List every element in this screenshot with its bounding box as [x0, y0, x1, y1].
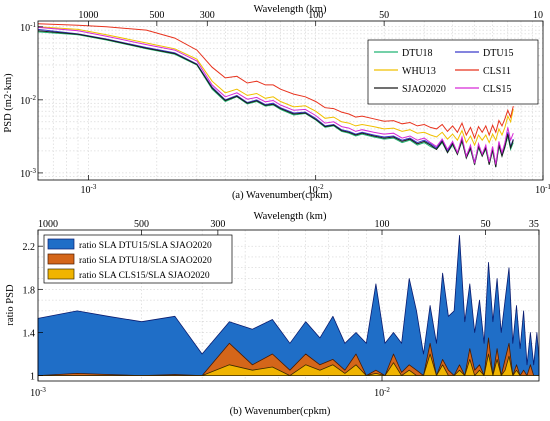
- panel-a-series-line-whu13: [37, 26, 514, 147]
- panel-b-ratio-chart: 10-3 10-2 1 1.4 1.8 2.2 1000 500 300 100 50 35 Wavel…: [5, 211, 540, 417]
- panel-b-frame: [37, 229, 540, 382]
- panel-a-x-axis-title: (a) Wavenumber(cpkm): [232, 190, 333, 201]
- panel-a-legend-label: CLS15: [483, 84, 511, 95]
- panel-a-series-line-cls11: [37, 23, 514, 140]
- panel-b-legend-label: ratio SLA CLS15/SLA SJAO2020: [79, 271, 210, 281]
- panel-b-legend: ratio SLA DTU15/SLA SJAO2020 ratio SLA DT…: [43, 234, 233, 284]
- panel-b-x-tick-label: 10-2: [374, 386, 390, 399]
- panel-a-top-tick-label: 1000: [78, 10, 98, 21]
- panel-b-area-0: [37, 235, 540, 376]
- panel-b-y-axis-title: ratio PSD: [5, 284, 16, 326]
- panel-a-y-tick-label: 10-3: [20, 167, 36, 180]
- panel-a-psd-chart: 10-3 10-2 10-1 10-3 10-2 10-1 1000 500 300 100 50 1…: [3, 4, 550, 201]
- panel-a-legend-label: DTU18: [402, 48, 433, 59]
- panel-b-top-tick-label: 300: [210, 219, 225, 230]
- panel-b-top-tick-label: 50: [481, 219, 491, 230]
- panel-b-x-tick-label: 10-3: [30, 386, 46, 399]
- panel-a-x-tick-label: 10-1: [535, 183, 550, 196]
- panel-b-x-axis-title: (b) Wavenumber(cpkm): [230, 406, 331, 417]
- panel-a-y-tick-label: 10-2: [20, 94, 36, 107]
- panel-b-y-tick-label: 1: [30, 372, 35, 383]
- panel-b-legend-box: [43, 234, 233, 284]
- panel-b-top-tick-label: 500: [134, 219, 149, 230]
- panel-a-top-tick-label: 100: [308, 10, 323, 21]
- panel-a-series-line-sjao2020: [37, 30, 514, 168]
- panel-a-top-axis-title: Wavelength (km): [254, 4, 327, 15]
- panel-a-legend-label: CLS11: [483, 66, 511, 77]
- panel-b-top-tick-label: 1000: [38, 219, 58, 230]
- panel-a-legend-box: [367, 39, 539, 105]
- panel-a-top-tick-label: 50: [379, 10, 389, 21]
- panel-b-top-tick-label: 100: [375, 219, 390, 230]
- panel-b-legend-swatch: [47, 238, 75, 250]
- panel-a-top-tick-label: 10: [533, 10, 543, 21]
- panel-b-top-tick-label: 35: [529, 219, 539, 230]
- panel-b-top-axis-title: Wavelength (km): [254, 211, 327, 222]
- panel-a-x-tick-label: 10-3: [81, 183, 97, 196]
- panel-a-x-tick-label: 10-2: [308, 183, 324, 196]
- panel-a-top-tick-label: 500: [149, 10, 164, 21]
- panel-b-legend-label: ratio SLA DTU18/SLA SJAO2020: [79, 256, 212, 266]
- panel-a-frame: [37, 20, 544, 181]
- panel-a-legend-label: SJAO2020: [402, 84, 446, 95]
- panel-b-y-tick-label: 1.4: [23, 328, 36, 339]
- panel-a-series-line-cls15: [37, 26, 514, 165]
- panel-b-legend-swatch: [47, 253, 75, 265]
- panel-b-area-2: [37, 353, 540, 376]
- panel-a-legend: DTU18 DTU15 WHU13 CLS11 SJAO2020 CLS15: [367, 39, 539, 105]
- panel-a-top-tick-label: 300: [200, 10, 215, 21]
- panel-a-y-axis-title: PSD (m2·km): [3, 73, 14, 133]
- panel-b-legend-label: ratio SLA DTU15/SLA SJAO2020: [79, 241, 212, 251]
- panel-a-legend-label: DTU15: [483, 48, 514, 59]
- panel-b-y-tick-label: 2.2: [23, 242, 36, 253]
- panel-b-legend-swatch: [47, 268, 75, 280]
- panel-a-legend-label: WHU13: [402, 66, 436, 77]
- panel-b-y-tick-label: 1.8: [23, 285, 36, 296]
- panel-a-y-tick-label: 10-1: [20, 21, 36, 34]
